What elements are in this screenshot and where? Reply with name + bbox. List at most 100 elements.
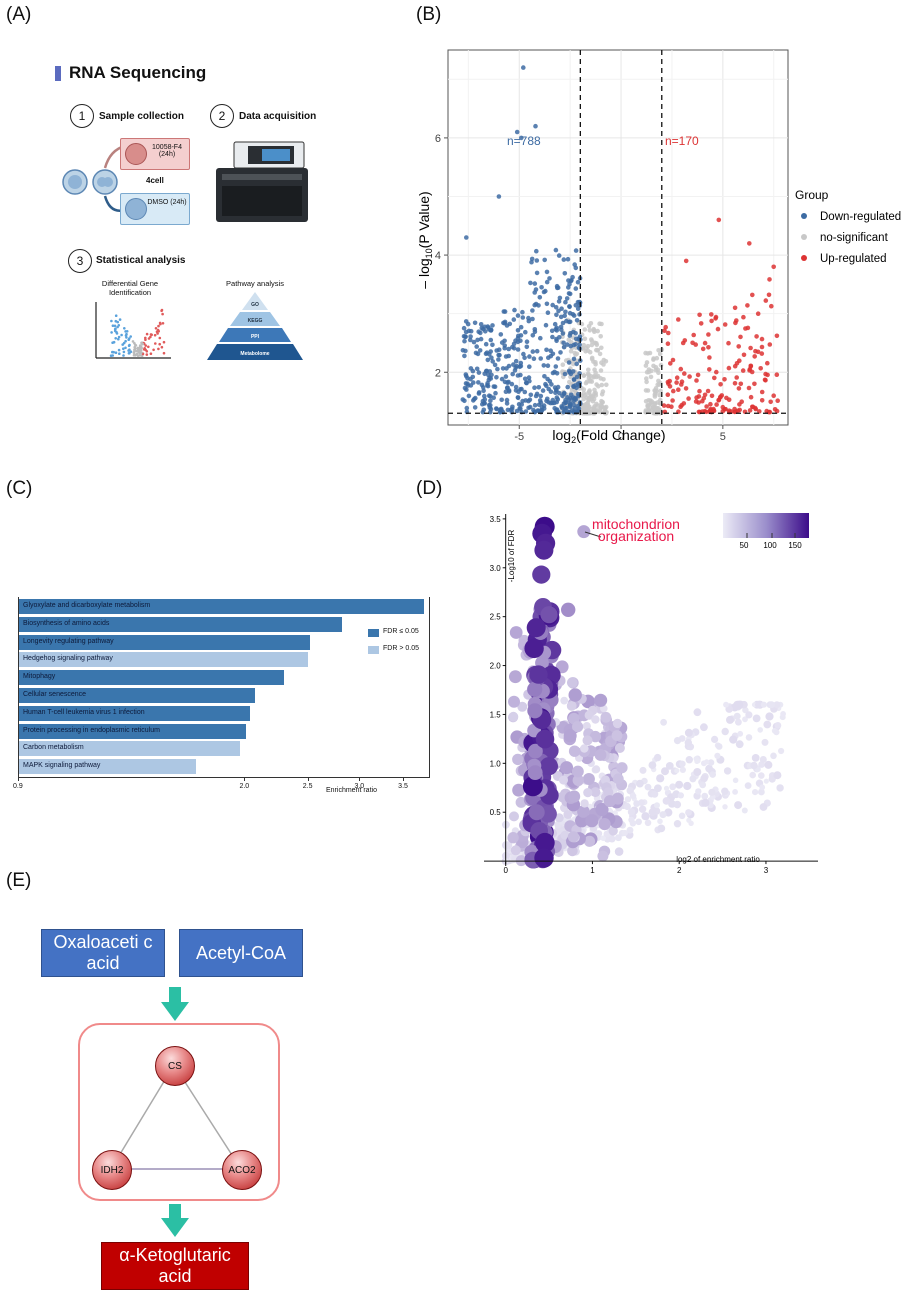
bubble-point: [660, 718, 667, 726]
volcano-point: [732, 406, 737, 412]
volcano-point: [766, 292, 772, 298]
volcano-point: [592, 329, 597, 335]
volcano-point: [520, 315, 526, 320]
volcano-point: [471, 339, 477, 345]
volcano-point: [520, 398, 525, 404]
pyramid-tier-metabolome: [207, 344, 303, 360]
volcano-point: [759, 344, 765, 350]
volcano-point: [643, 388, 649, 393]
bubble-point: [508, 711, 519, 722]
volcano-point: [523, 380, 529, 386]
volcano-point: [657, 392, 662, 398]
volcano-point: [694, 395, 699, 400]
volcano-point: [482, 393, 487, 399]
volcano-point: [513, 358, 519, 364]
enrichment-bar-label: Glyoxylate and dicarboxylate metabolism: [23, 602, 151, 609]
d-y-tick-label: 2.5: [490, 613, 502, 622]
volcano-point: [663, 324, 668, 330]
bubble-point: [510, 845, 521, 856]
bubble-point: [708, 788, 716, 796]
volcano-point: [726, 340, 731, 346]
volcano-point: [765, 372, 770, 378]
mini-volcano-dot: [120, 333, 123, 337]
volcano-point: [461, 325, 467, 331]
volcano-point: [538, 393, 544, 399]
pyramid-go-text: GO: [251, 302, 259, 308]
bubble-point: [715, 743, 723, 750]
bubble-point: [517, 701, 528, 712]
volcano-point: [753, 406, 759, 412]
sequencer-icon: [216, 141, 308, 222]
step-1-label: Sample collection: [99, 111, 185, 122]
volcano-point: [681, 401, 687, 406]
d-x-tick-label: 1: [590, 866, 595, 875]
volcano-point: [550, 351, 556, 357]
volcano-point: [539, 407, 545, 413]
d-x-tick-label: 2: [677, 866, 682, 875]
bubble-point: [773, 771, 782, 780]
volcano-point: [474, 344, 479, 349]
volcano-point: [750, 404, 755, 410]
mini-volcano-dot: [117, 335, 121, 339]
volcano-point: [769, 303, 774, 309]
mini-volcano-dot: [110, 319, 113, 323]
volcano-point: [508, 407, 514, 413]
volcano-point: [577, 371, 582, 376]
volcano-point: [504, 401, 510, 406]
volcano-x-tick-label: 0: [618, 431, 624, 443]
embryo-control-icon: [125, 198, 147, 220]
legend-nonsig-label: no-significant: [820, 232, 889, 244]
volcano-point: [519, 386, 524, 392]
mini-volcano-dot: [114, 319, 118, 323]
enrichment-bar-label: Human T-cell leukemia virus 1 infection: [23, 708, 145, 716]
legend-title: Group: [795, 188, 829, 202]
volcano-point: [488, 327, 494, 333]
bubble-point: [774, 722, 782, 729]
volcano-point: [558, 314, 564, 320]
volcano-point: [577, 312, 582, 317]
volcano-point: [644, 360, 650, 365]
bubble-point: [674, 768, 680, 774]
volcano-point: [498, 406, 504, 412]
mini-volcano-dot: [114, 337, 117, 340]
bubble-point: [527, 703, 543, 719]
volcano-point: [552, 321, 558, 327]
mini-volcano-dot: [144, 344, 147, 347]
mini-volcano-dot: [161, 322, 165, 325]
dge-label: Differential Gene Identification: [101, 279, 159, 297]
volcano-point: [704, 409, 709, 415]
volcano-point: [697, 312, 702, 318]
d-y-tick-label: 0.5: [490, 808, 502, 817]
volcano-point: [598, 368, 604, 373]
volcano-point: [506, 346, 511, 352]
enrichment-x-tick: [18, 777, 19, 781]
volcano-point: [726, 397, 732, 403]
bubble-point: [773, 701, 781, 709]
pyramid-ppi-text: PPI: [251, 334, 260, 340]
bubble-point: [583, 835, 596, 847]
volcano-point: [757, 409, 762, 414]
volcano-point: [566, 337, 572, 343]
d-y-tick-label: 2.0: [490, 662, 502, 671]
mini-volcano-dot: [149, 352, 153, 355]
volcano-point: [462, 353, 467, 359]
volcano-point: [586, 397, 592, 402]
volcano-x-tick-label: -5: [514, 431, 524, 443]
volcano-point: [679, 379, 685, 385]
mini-volcano-dot: [127, 349, 130, 352]
volcano-point: [518, 333, 524, 338]
bubble-point: [567, 831, 579, 843]
volcano-point: [644, 376, 649, 381]
bubble-point: [614, 743, 625, 753]
bubble-point: [636, 779, 644, 788]
bubble-point: [582, 773, 595, 785]
bubble-point: [689, 775, 697, 783]
volcano-point: [668, 361, 673, 366]
mini-volcano-dot: [122, 341, 126, 345]
panel-label-c: (C): [6, 478, 33, 499]
volcano-point: [489, 372, 494, 378]
enrichment-bar-label: Cellular senescence: [23, 691, 87, 698]
volcano-point: [597, 351, 603, 357]
volcano-point: [478, 336, 484, 342]
volcano-point: [544, 269, 550, 275]
